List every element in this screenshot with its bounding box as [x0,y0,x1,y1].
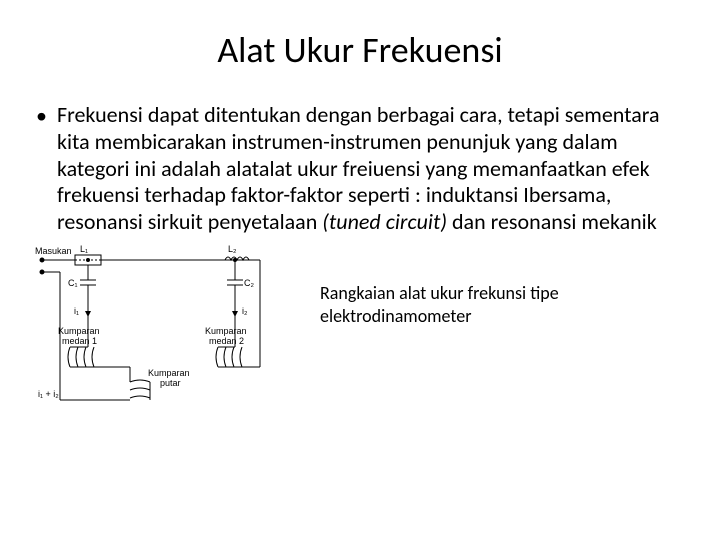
bullet-dot: • [36,102,47,130]
label-masukan: Masukan [35,246,72,256]
bullet-item: • Frekuensi dapat ditentukan dengan berb… [40,102,680,236]
label-L2: L₂ [228,244,237,254]
label-C2: C₂ [244,278,254,288]
diagram-caption: Rangkaian alat ukur frekunsi tipe elektr… [320,282,680,327]
slide: Alat Ukur Frekuensi • Frekuensi dapat di… [0,0,720,540]
label-medan1-l2: medan 1 [62,336,97,346]
page-title: Alat Ukur Frekuensi [40,28,680,72]
circuit-svg: Masukan L₁ L₂ C₁ [30,242,280,407]
label-medan2-l1: Kumparan [205,326,247,336]
label-medan2-l2: medan 2 [209,336,244,346]
label-i1: i₁ [74,306,79,316]
label-i2: i₂ [242,306,248,316]
body-text: Frekuensi dapat ditentukan dengan berbag… [57,102,680,236]
label-putar-l2: putar [160,378,181,388]
body-post: dan resonansi mekanik [447,208,657,235]
body-italic: (tuned circuit) [322,208,447,235]
label-sum: i₁ + i₂ [38,389,59,399]
lower-row: Masukan L₁ L₂ C₁ [40,242,680,407]
label-putar-l1: Kumparan [148,368,190,378]
label-C1: C₁ [68,278,78,288]
label-L1: L₁ [80,244,88,254]
label-medan1-l1: Kumparan [58,326,100,336]
circuit-diagram: Masukan L₁ L₂ C₁ [30,242,280,407]
